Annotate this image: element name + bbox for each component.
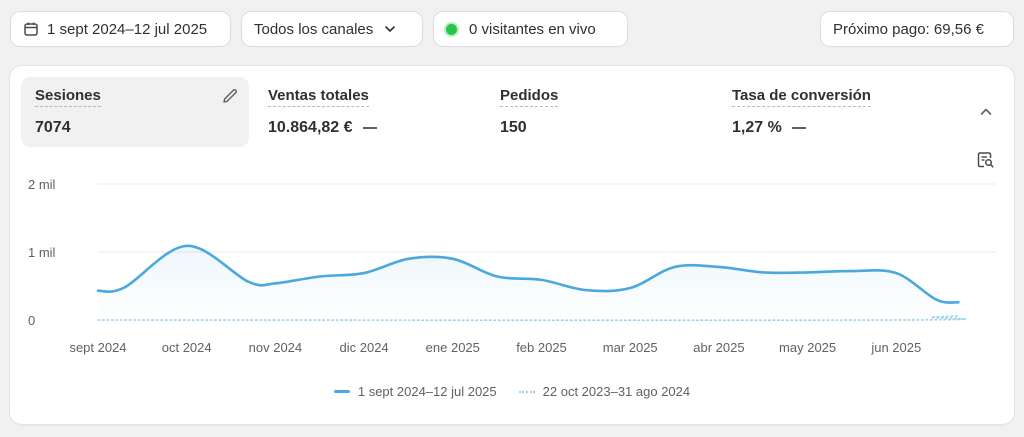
y-tick-label: 1 mil xyxy=(28,245,56,260)
metric-orders-label: Pedidos xyxy=(500,87,559,107)
x-tick-label: jun 2025 xyxy=(870,340,921,355)
y-tick-label: 2 mil xyxy=(28,177,56,192)
metric-conversion-rate-label: Tasa de conversión xyxy=(732,87,871,107)
date-range-label: 1 sept 2024–12 jul 2025 xyxy=(47,20,208,38)
metric-total-sales[interactable]: Ventas totales 10.864,82 € xyxy=(254,77,480,147)
pencil-icon[interactable] xyxy=(221,87,239,110)
x-tick-label: mar 2025 xyxy=(603,340,658,355)
comparison-dash xyxy=(362,126,377,129)
metric-orders[interactable]: Pedidos 150 xyxy=(486,77,712,147)
metric-conversion-rate-value-wrap: 1,27 % xyxy=(732,119,806,137)
next-payment-button[interactable]: Próximo pago: 69,56 € xyxy=(821,12,1013,46)
metric-total-sales-value: 10.864,82 € xyxy=(268,119,353,136)
x-tick-label: may 2025 xyxy=(779,340,836,355)
live-visitors-button[interactable]: 0 visitantes en vivo xyxy=(434,12,627,46)
channel-select[interactable]: Todos los canales xyxy=(242,12,422,46)
series-line-current xyxy=(96,244,960,304)
metric-sessions[interactable]: Sesiones 7074 xyxy=(21,77,249,147)
sessions-line-chart: 2 mil 1 mil 0 sept 2024 oct 2024 nov 2024 dic… xyxy=(28,177,996,355)
y-tick-label: 0 xyxy=(28,313,35,328)
legend-item-current[interactable]: 1 sept 2024–12 jul 2025 xyxy=(333,384,497,399)
report-search-icon[interactable] xyxy=(976,150,996,175)
live-visitors-label: 0 visitantes en vivo xyxy=(469,20,596,38)
analytics-card: Sesiones 7074 Ventas totales 10.864,82 €… xyxy=(10,66,1014,424)
metric-sessions-value: 7074 xyxy=(35,119,71,136)
metric-sessions-label: Sesiones xyxy=(35,87,101,107)
calendar-icon xyxy=(23,21,39,37)
metric-conversion-rate[interactable]: Tasa de conversión 1,27 % xyxy=(718,77,958,147)
metric-orders-value: 150 xyxy=(500,119,527,136)
chevron-down-icon xyxy=(383,22,397,36)
metric-total-sales-value-wrap: 10.864,82 € xyxy=(268,119,377,137)
x-tick-label: nov 2024 xyxy=(249,340,303,355)
metric-conversion-rate-value: 1,27 % xyxy=(732,119,782,136)
legend-item-comparison[interactable]: 22 oct 2023–31 ago 2024 xyxy=(518,384,691,399)
x-tick-label: abr 2025 xyxy=(693,340,744,355)
chevron-up-icon[interactable] xyxy=(978,104,994,125)
legend-swatch-solid xyxy=(333,390,350,393)
legend-swatch-dotted xyxy=(518,390,535,393)
x-tick-label: ene 2025 xyxy=(426,340,480,355)
x-tick-label: oct 2024 xyxy=(162,340,212,355)
x-tick-label: dic 2024 xyxy=(340,340,389,355)
series-area-current xyxy=(98,245,959,320)
date-range-button[interactable]: 1 sept 2024–12 jul 2025 xyxy=(11,12,230,46)
legend-label-current: 1 sept 2024–12 jul 2025 xyxy=(357,384,497,399)
comparison-dash xyxy=(791,126,806,129)
live-status-dot xyxy=(446,23,457,35)
chart-legend: 1 sept 2024–12 jul 2025 22 oct 2023–31 a… xyxy=(10,384,1014,399)
x-tick-label: feb 2025 xyxy=(516,340,567,355)
channel-label: Todos los canales xyxy=(254,20,374,38)
next-payment-label: Próximo pago: 69,56 € xyxy=(833,20,984,38)
x-tick-label: sept 2024 xyxy=(69,340,126,355)
metric-total-sales-label: Ventas totales xyxy=(268,87,369,107)
legend-label-comparison: 22 oct 2023–31 ago 2024 xyxy=(542,384,691,399)
